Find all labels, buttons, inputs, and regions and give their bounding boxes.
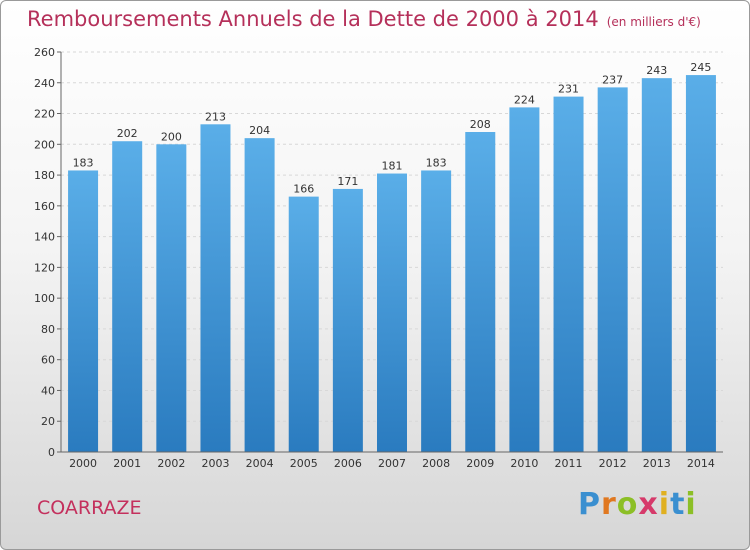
bar-value-label: 200 <box>161 130 182 143</box>
bar <box>377 173 407 453</box>
y-tick-label: 0 <box>48 446 55 459</box>
y-tick-label: 120 <box>34 261 55 274</box>
x-tick-label: 2007 <box>378 457 406 470</box>
x-tick-label: 2011 <box>555 457 583 470</box>
y-tick-label: 180 <box>34 169 55 182</box>
chart-unit: (en milliers d'€) <box>606 15 701 29</box>
x-tick-label: 2003 <box>201 457 229 470</box>
bar-value-label: 243 <box>646 64 667 77</box>
x-tick-label: 2012 <box>599 457 627 470</box>
bar-value-label: 213 <box>205 110 226 123</box>
bar <box>553 96 584 452</box>
bar-value-label: 183 <box>73 156 94 169</box>
bar <box>509 107 540 452</box>
bar-value-label: 245 <box>690 61 711 74</box>
bar-value-label: 204 <box>249 124 270 137</box>
y-tick-label: 220 <box>34 108 55 121</box>
bar <box>244 138 275 452</box>
bar-value-label: 181 <box>382 160 403 173</box>
bar <box>641 78 672 453</box>
y-tick-label: 200 <box>34 138 55 151</box>
bar-value-label: 183 <box>426 156 447 169</box>
bar <box>156 144 187 453</box>
commune-name: COARRAZE <box>37 497 142 519</box>
bar <box>465 132 496 452</box>
bar <box>288 196 319 452</box>
y-tick-label: 60 <box>41 354 55 367</box>
x-tick-label: 2009 <box>466 457 494 470</box>
bar <box>112 141 143 452</box>
x-tick-label: 2010 <box>510 457 538 470</box>
bar <box>685 75 716 453</box>
x-axis: 2000 2001 2002 2003 2004 2005 2006 2007 2008 2009… <box>61 451 723 470</box>
bar-value-label: 202 <box>117 127 138 140</box>
x-tick-label: 2013 <box>643 457 671 470</box>
x-tick-label: 2006 <box>334 457 362 470</box>
y-tick-label: 260 <box>34 46 55 59</box>
bar-value-label: 171 <box>337 175 358 188</box>
y-tick-label: 160 <box>34 200 55 213</box>
bar <box>332 188 363 452</box>
bar-value-label: 231 <box>558 83 579 96</box>
bar <box>68 170 99 452</box>
y-tick-label: 240 <box>34 77 55 90</box>
x-tick-label: 2001 <box>113 457 141 470</box>
bar-value-label: 166 <box>293 183 314 196</box>
chart-title: Remboursements Annuels de la Dette de 20… <box>27 7 701 31</box>
y-tick-label: 140 <box>34 231 55 244</box>
bar-value-label: 237 <box>602 73 623 86</box>
x-tick-label: 2008 <box>422 457 450 470</box>
proxiti-logo: Proxiti <box>578 487 697 522</box>
bars: 183 202 200 213 204 166 171 181 183 208 224 231 237 2… <box>68 61 716 453</box>
y-tick-label: 80 <box>41 323 55 336</box>
bar <box>597 87 628 452</box>
x-tick-label: 2014 <box>687 457 715 470</box>
y-tick-label: 100 <box>34 292 55 305</box>
y-tick-label: 20 <box>41 415 55 428</box>
y-tick-label: 40 <box>41 384 55 397</box>
y-axis: 0 20 40 60 80 100 120 140 160 180 200 220 240 260 <box>34 46 62 459</box>
x-tick-label: 2005 <box>290 457 318 470</box>
x-tick-label: 2000 <box>69 457 97 470</box>
bar <box>200 124 231 453</box>
x-tick-label: 2004 <box>246 457 274 470</box>
chart-title-text: Remboursements Annuels de la Dette de 20… <box>27 7 599 31</box>
x-tick-label: 2002 <box>157 457 185 470</box>
bar <box>421 170 452 452</box>
bar-value-label: 224 <box>514 93 535 106</box>
bar-value-label: 208 <box>470 118 491 131</box>
